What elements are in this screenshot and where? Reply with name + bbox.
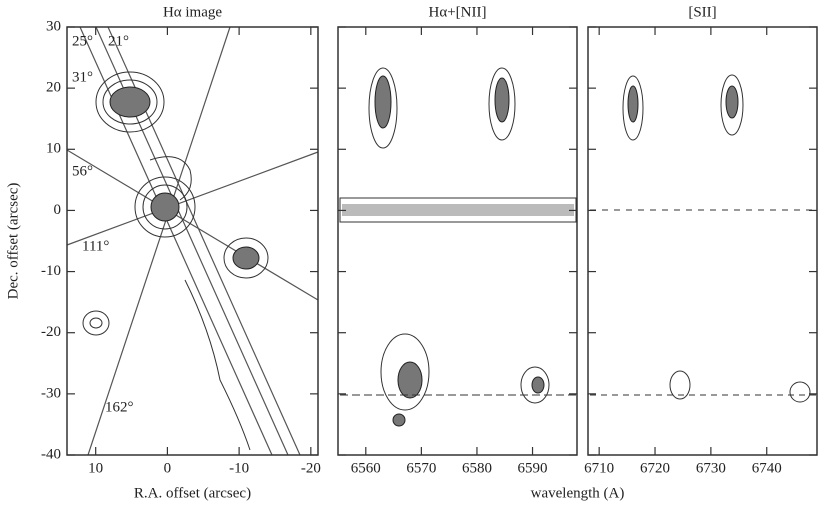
panel-1-features <box>66 26 319 456</box>
panel-title: [SII] <box>688 4 716 20</box>
plot-frame <box>337 26 578 456</box>
contour <box>149 156 192 201</box>
x-tick-label: 10 <box>88 460 103 476</box>
panel-title: Hα+[NII] <box>429 4 487 20</box>
contour <box>89 317 103 329</box>
x-tick-label: 6710 <box>584 460 614 476</box>
contour-core <box>374 75 392 129</box>
contour <box>488 67 516 141</box>
x-tick-label: -20 <box>301 460 321 476</box>
contour-core <box>392 413 406 427</box>
annotation: 162° <box>105 399 134 415</box>
x-tick-label: 0 <box>164 460 172 476</box>
x-tick-label: 6580 <box>462 460 492 476</box>
x-tick-label: 6560 <box>351 460 381 476</box>
contour-core <box>109 86 151 118</box>
contour-core <box>150 192 180 222</box>
contour-core <box>232 246 260 270</box>
y-tick-label: -40 <box>41 446 61 462</box>
contour <box>789 381 811 403</box>
x-tick-label: 6740 <box>752 460 782 476</box>
plot-frame <box>587 26 818 456</box>
contour-core <box>725 85 739 119</box>
annotation: 31° <box>72 69 93 85</box>
panel-3-features <box>590 74 816 403</box>
contour <box>95 71 165 133</box>
x-axis-label: wavelength (A) <box>531 485 625 501</box>
contour <box>380 333 430 411</box>
x-tick-label: 6570 <box>406 460 436 476</box>
contour-fill <box>342 204 574 216</box>
y-tick-label: 30 <box>46 18 61 34</box>
contour <box>368 67 398 149</box>
x-tick-label: 6720 <box>640 460 670 476</box>
contour <box>622 75 644 141</box>
y-tick-label: -10 <box>41 263 61 279</box>
y-tick-label: -20 <box>41 324 61 340</box>
slit <box>87 26 231 456</box>
contour <box>669 370 691 400</box>
y-tick-label: 0 <box>54 202 62 218</box>
contour-core <box>494 77 510 123</box>
slit <box>66 151 319 246</box>
annotation: 25° <box>72 33 93 49</box>
contour-core <box>627 85 639 123</box>
slit <box>66 149 319 301</box>
contour <box>520 366 550 404</box>
annotation: 111° <box>82 238 109 254</box>
contour <box>82 310 110 336</box>
contour <box>223 237 269 279</box>
y-tick-label: 20 <box>46 80 61 96</box>
x-tick-label: -10 <box>229 460 249 476</box>
x-tick-label: 6590 <box>518 460 548 476</box>
panel-2-features <box>339 67 577 427</box>
contour-core <box>531 376 545 394</box>
annotation: 21° <box>108 33 129 49</box>
x-axis-label: R.A. offset (arcsec) <box>134 485 251 501</box>
plot-frame <box>66 26 319 456</box>
contour <box>184 279 251 451</box>
contour-core <box>397 361 423 399</box>
contour <box>720 74 744 136</box>
panel-title: Hα image <box>163 4 222 20</box>
y-tick-label: -30 <box>41 385 61 401</box>
y-tick-label: 10 <box>46 141 61 157</box>
y-axis-label: Dec. offset (arcsec) <box>5 183 21 300</box>
contour <box>102 79 158 125</box>
contour <box>142 184 188 230</box>
x-tick-label: 6730 <box>696 460 726 476</box>
contour <box>134 176 196 238</box>
annotation: 56° <box>72 163 93 179</box>
